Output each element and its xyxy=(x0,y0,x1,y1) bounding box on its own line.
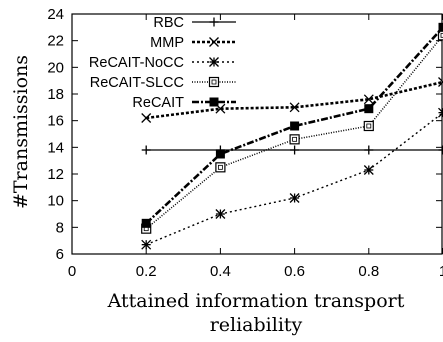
marker-stroke xyxy=(289,102,300,113)
legend-item: MMP xyxy=(150,35,236,51)
x-tick-label: 0.2 xyxy=(136,263,157,280)
legend-label: RBC xyxy=(153,15,184,31)
marker-box xyxy=(289,134,300,145)
point-marker xyxy=(209,17,219,27)
point-marker xyxy=(438,22,443,32)
legend-layer: RBC MMP ReCAIT-NoCC ReCAIT-SLCC ReCAIT xyxy=(89,15,236,111)
point-marker xyxy=(363,94,374,105)
point-marker xyxy=(209,97,219,107)
marker-stroke xyxy=(438,77,443,83)
point-marker xyxy=(363,120,374,132)
axes-layer: 6 8 10 12 14 16 18 20 22 24 0 0.2 0.4 0.6 0.8 1 xyxy=(47,6,443,280)
point-marker xyxy=(438,145,443,155)
marker-stroke xyxy=(215,103,226,114)
marker-box-inner xyxy=(440,32,443,38)
point-marker xyxy=(208,76,220,88)
x-axis-title-line-1: Attained information transport xyxy=(107,290,405,312)
x-tick-label: 0.6 xyxy=(284,263,305,280)
legend-item: RBC xyxy=(153,15,236,31)
marker-box xyxy=(363,120,374,132)
point-marker xyxy=(289,134,300,145)
series-recait-nocc xyxy=(141,107,443,250)
marker-stroke xyxy=(363,94,374,105)
marker-stroke xyxy=(209,57,219,67)
y-tick-label: 8 xyxy=(56,219,64,236)
point-marker xyxy=(438,107,443,118)
legend-item: ReCAIT xyxy=(132,95,236,111)
marker-stroke xyxy=(215,209,226,219)
series-line xyxy=(146,80,443,120)
x-tick-label: 0.4 xyxy=(210,263,231,280)
point-marker xyxy=(209,57,219,67)
marker-box xyxy=(208,76,220,88)
marker-stroke xyxy=(289,193,300,203)
x-axis-title-line-2: reliability xyxy=(210,314,303,336)
point-marker xyxy=(141,218,151,228)
point-marker xyxy=(289,193,300,203)
legend-label: ReCAIT xyxy=(132,95,184,111)
y-tick-label: 6 xyxy=(56,246,64,263)
marker-box xyxy=(215,162,226,173)
marker-box-inner xyxy=(211,79,217,85)
marker-stroke xyxy=(438,81,443,87)
plot-frame xyxy=(71,13,443,255)
point-marker xyxy=(141,113,152,123)
marker-stroke xyxy=(438,111,443,118)
legend-item: ReCAIT-SLCC xyxy=(90,75,236,91)
y-tick-label: 24 xyxy=(47,6,64,23)
marker-stroke xyxy=(141,239,152,250)
point-marker xyxy=(363,165,374,175)
marker-stroke xyxy=(363,165,374,175)
y-tick-label: 18 xyxy=(47,86,64,103)
marker-box-inner xyxy=(366,123,372,129)
series-recait xyxy=(141,22,443,228)
x-tick-label: 0 xyxy=(68,263,76,280)
marker-stroke xyxy=(141,113,152,123)
y-axis-title: #Transmissions xyxy=(10,55,32,209)
point-marker xyxy=(215,162,226,173)
series-rbc xyxy=(141,145,443,155)
point-marker xyxy=(141,239,152,250)
legend-label: ReCAIT-SLCC xyxy=(90,75,184,91)
legend-label: MMP xyxy=(150,35,184,51)
point-marker xyxy=(438,77,443,87)
series-line xyxy=(145,112,443,246)
legend-label: ReCAIT-NoCC xyxy=(89,55,184,71)
point-marker xyxy=(215,209,226,219)
marker-box-inner xyxy=(217,164,223,170)
y-tick-label: 16 xyxy=(47,113,64,130)
y-tick-label: 12 xyxy=(47,166,64,183)
point-marker xyxy=(290,145,300,155)
series-mmp xyxy=(141,77,443,123)
marker-box-inner xyxy=(292,136,298,142)
marker-stroke xyxy=(438,107,443,114)
marker-stroke xyxy=(209,37,219,47)
point-marker xyxy=(364,145,374,155)
y-tick-label: 22 xyxy=(47,33,64,50)
point-marker xyxy=(364,104,374,114)
point-marker xyxy=(437,30,443,41)
legend-item: ReCAIT-NoCC xyxy=(89,55,236,71)
x-tick-label: 0.8 xyxy=(358,263,379,280)
series-line xyxy=(145,26,443,225)
y-tick-label: 20 xyxy=(47,59,64,76)
y-tick-label: 14 xyxy=(47,139,64,156)
point-marker xyxy=(290,121,300,131)
y-tick-label: 10 xyxy=(47,193,64,210)
series-layer xyxy=(141,22,443,250)
point-marker xyxy=(215,149,225,159)
point-marker xyxy=(289,102,300,113)
series-recait-slcc xyxy=(141,30,443,234)
point-marker xyxy=(209,37,219,47)
x-tick-label: 1 xyxy=(439,263,443,280)
point-marker xyxy=(141,145,151,155)
